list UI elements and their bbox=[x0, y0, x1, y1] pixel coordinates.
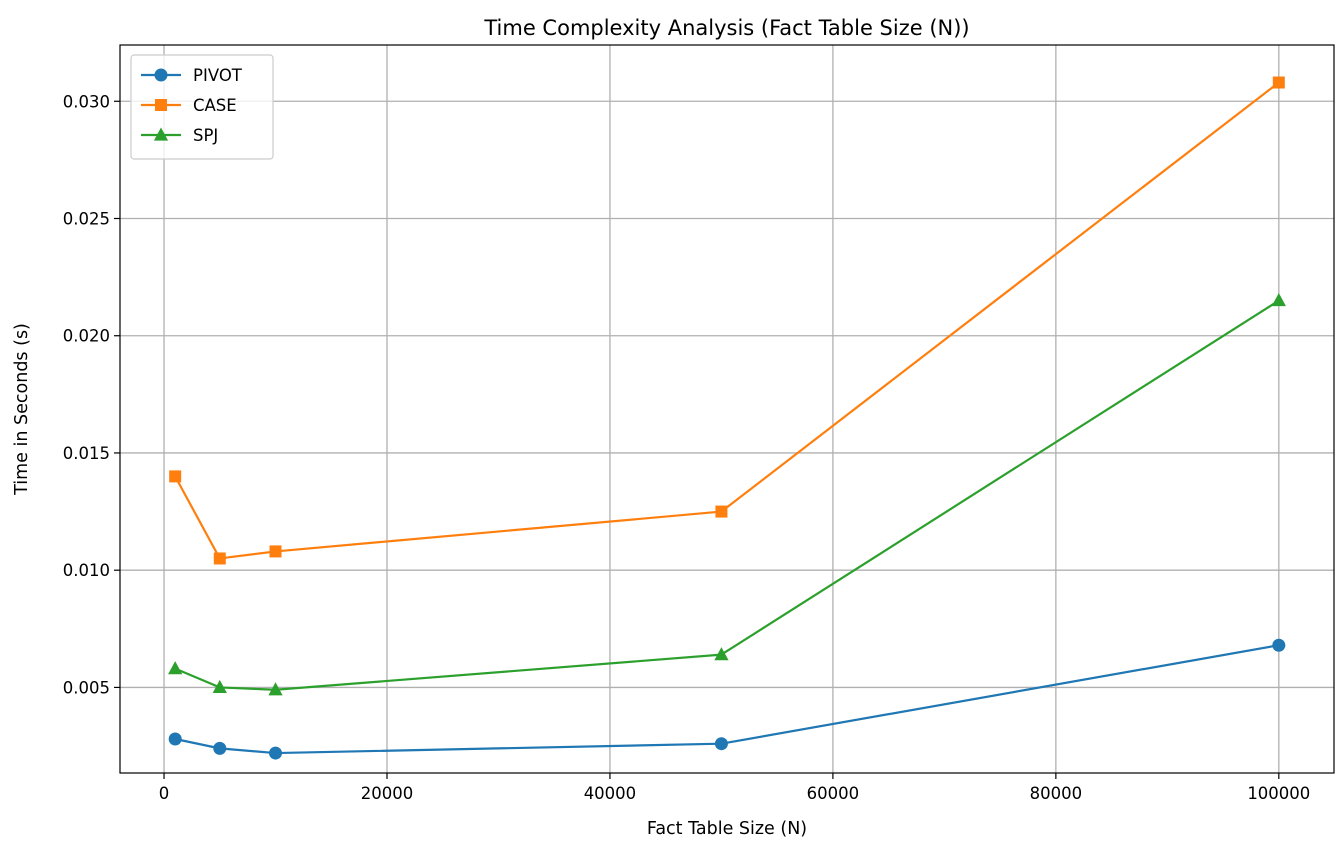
y-axis-label: Time in Seconds (s) bbox=[12, 323, 32, 496]
legend-item-pivot: PIVOT bbox=[141, 66, 243, 85]
data-point-pivot bbox=[714, 737, 728, 751]
data-point-pivot bbox=[269, 746, 283, 760]
series-pivot bbox=[168, 638, 1286, 760]
x-tick-label: 0 bbox=[159, 784, 170, 803]
legend: PIVOT CASE SPJ bbox=[130, 54, 274, 160]
data-point-spj bbox=[168, 661, 183, 675]
legend-label-pivot: PIVOT bbox=[193, 66, 243, 85]
chart-title: Time Complexity Analysis (Fact Table Siz… bbox=[483, 16, 969, 40]
series-case bbox=[169, 76, 1285, 565]
data-point-case bbox=[213, 552, 226, 565]
x-tick-label: 40000 bbox=[584, 784, 637, 803]
legend-label-spj: SPJ bbox=[193, 126, 218, 145]
legend-item-spj: SPJ bbox=[141, 126, 218, 145]
legend-marker-spj bbox=[153, 127, 169, 141]
x-tick-label: 100000 bbox=[1247, 784, 1310, 803]
y-tick-label: 0.015 bbox=[63, 444, 110, 463]
axes-frame bbox=[119, 44, 1335, 774]
legend-box bbox=[130, 54, 274, 160]
y-tick-label: 0.025 bbox=[63, 210, 110, 229]
data-point-pivot bbox=[213, 741, 227, 755]
y-tick-label: 0.030 bbox=[63, 92, 110, 111]
x-axis-label: Fact Table Size (N) bbox=[647, 819, 807, 839]
x-tick-label: 20000 bbox=[361, 784, 414, 803]
x-tick-label: 80000 bbox=[1030, 784, 1083, 803]
data-point-case bbox=[169, 470, 182, 483]
data-point-spj bbox=[714, 647, 729, 661]
legend-marker-pivot bbox=[154, 68, 168, 82]
data-point-pivot bbox=[168, 732, 182, 746]
data-point-spj bbox=[1271, 293, 1286, 307]
x-tick-label: 60000 bbox=[807, 784, 860, 803]
y-tick-label: 0.010 bbox=[63, 561, 110, 580]
data-point-case bbox=[715, 505, 728, 518]
data-point-case bbox=[269, 545, 282, 558]
series-layer bbox=[168, 76, 1286, 760]
data-point-spj bbox=[212, 679, 227, 694]
legend-label-case: CASE bbox=[193, 96, 237, 115]
data-point-spj bbox=[268, 682, 283, 696]
ticks: 0 20000 40000 60000 80000 100000 0.005 0.010 0.0… bbox=[63, 92, 1311, 803]
y-tick-label: 0.020 bbox=[63, 327, 110, 346]
series-spj bbox=[168, 293, 1286, 696]
grid bbox=[120, 45, 1334, 773]
data-point-case bbox=[1272, 76, 1285, 89]
legend-marker-case bbox=[155, 99, 167, 111]
y-tick-label: 0.005 bbox=[63, 678, 110, 697]
data-point-pivot bbox=[1272, 638, 1286, 652]
legend-item-case: CASE bbox=[141, 96, 237, 115]
